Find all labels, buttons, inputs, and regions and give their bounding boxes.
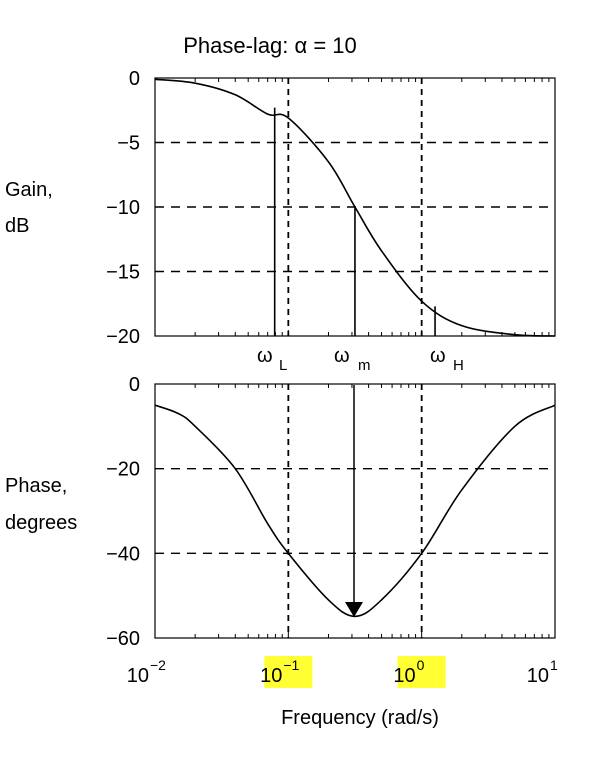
xtick-label-0: 10 −2 — [127, 657, 166, 687]
gain-ytick-label-0: 0 — [129, 68, 140, 90]
svg-text:10: 10 — [527, 665, 549, 687]
gain-ylabel-line2: dB — [5, 215, 29, 237]
svg-text:ω: ω — [430, 345, 446, 367]
svg-text:0: 0 — [417, 657, 425, 673]
xtick-label-2: 10 0 — [393, 657, 424, 687]
svg-text:ω: ω — [334, 345, 350, 367]
svg-text:m: m — [358, 357, 371, 374]
svg-text:−2: −2 — [150, 657, 166, 673]
gain-series-line — [154, 78, 556, 337]
omega-L-label: ω L — [257, 345, 287, 374]
svg-text:ω: ω — [257, 345, 273, 367]
phase-ytick-label-2: −40 — [106, 543, 140, 565]
phase-ytick-label-0: 0 — [129, 374, 140, 396]
svg-text:1: 1 — [550, 657, 558, 673]
gain-ytick-label-1: −5 — [117, 133, 140, 155]
omega-m-arrow-head — [345, 602, 363, 617]
gain-ytick-label-3: −15 — [106, 262, 140, 284]
svg-text:10: 10 — [260, 665, 282, 687]
svg-text:10: 10 — [127, 665, 149, 687]
gain-axes-frame — [154, 77, 556, 337]
phase-ytick-label-3: −60 — [106, 628, 140, 650]
x-axis-label: Frequency (rad/s) — [281, 707, 439, 729]
svg-text:−1: −1 — [283, 657, 299, 673]
gain-ylabel-line1: Gain, — [5, 179, 53, 201]
chart-title: Phase-lag: α = 10 — [183, 33, 357, 58]
svg-text:10: 10 — [393, 665, 415, 687]
phase-panel: Phase, degrees 0−20−40−60 10 −2 10 −1 10 0 10 1… — [5, 374, 558, 729]
xtick-highlight-2 — [397, 656, 446, 688]
svg-text:H: H — [453, 357, 464, 374]
omega-m-label: ω m — [334, 345, 371, 374]
gain-ytick-label-4: −20 — [106, 326, 140, 348]
phase-axes-frame — [154, 383, 556, 639]
omega-H-label: ω H — [430, 345, 464, 374]
xtick-label-3: 10 1 — [527, 657, 558, 687]
gain-panel: Gain, dB 0 −5 −10 −15 −20 ω L ω m ω H — [5, 68, 556, 374]
phase-ylabel-line2: degrees — [5, 512, 77, 534]
phase-ytick-label-1: −20 — [106, 459, 140, 481]
svg-text:L: L — [279, 357, 287, 374]
phase-series-line — [154, 404, 556, 618]
xtick-label-1: 10 −1 — [260, 657, 299, 687]
gain-ytick-label-2: −10 — [106, 197, 140, 219]
xtick-highlight-1 — [264, 656, 313, 688]
phase-ylabel-line1: Phase, — [5, 475, 67, 497]
